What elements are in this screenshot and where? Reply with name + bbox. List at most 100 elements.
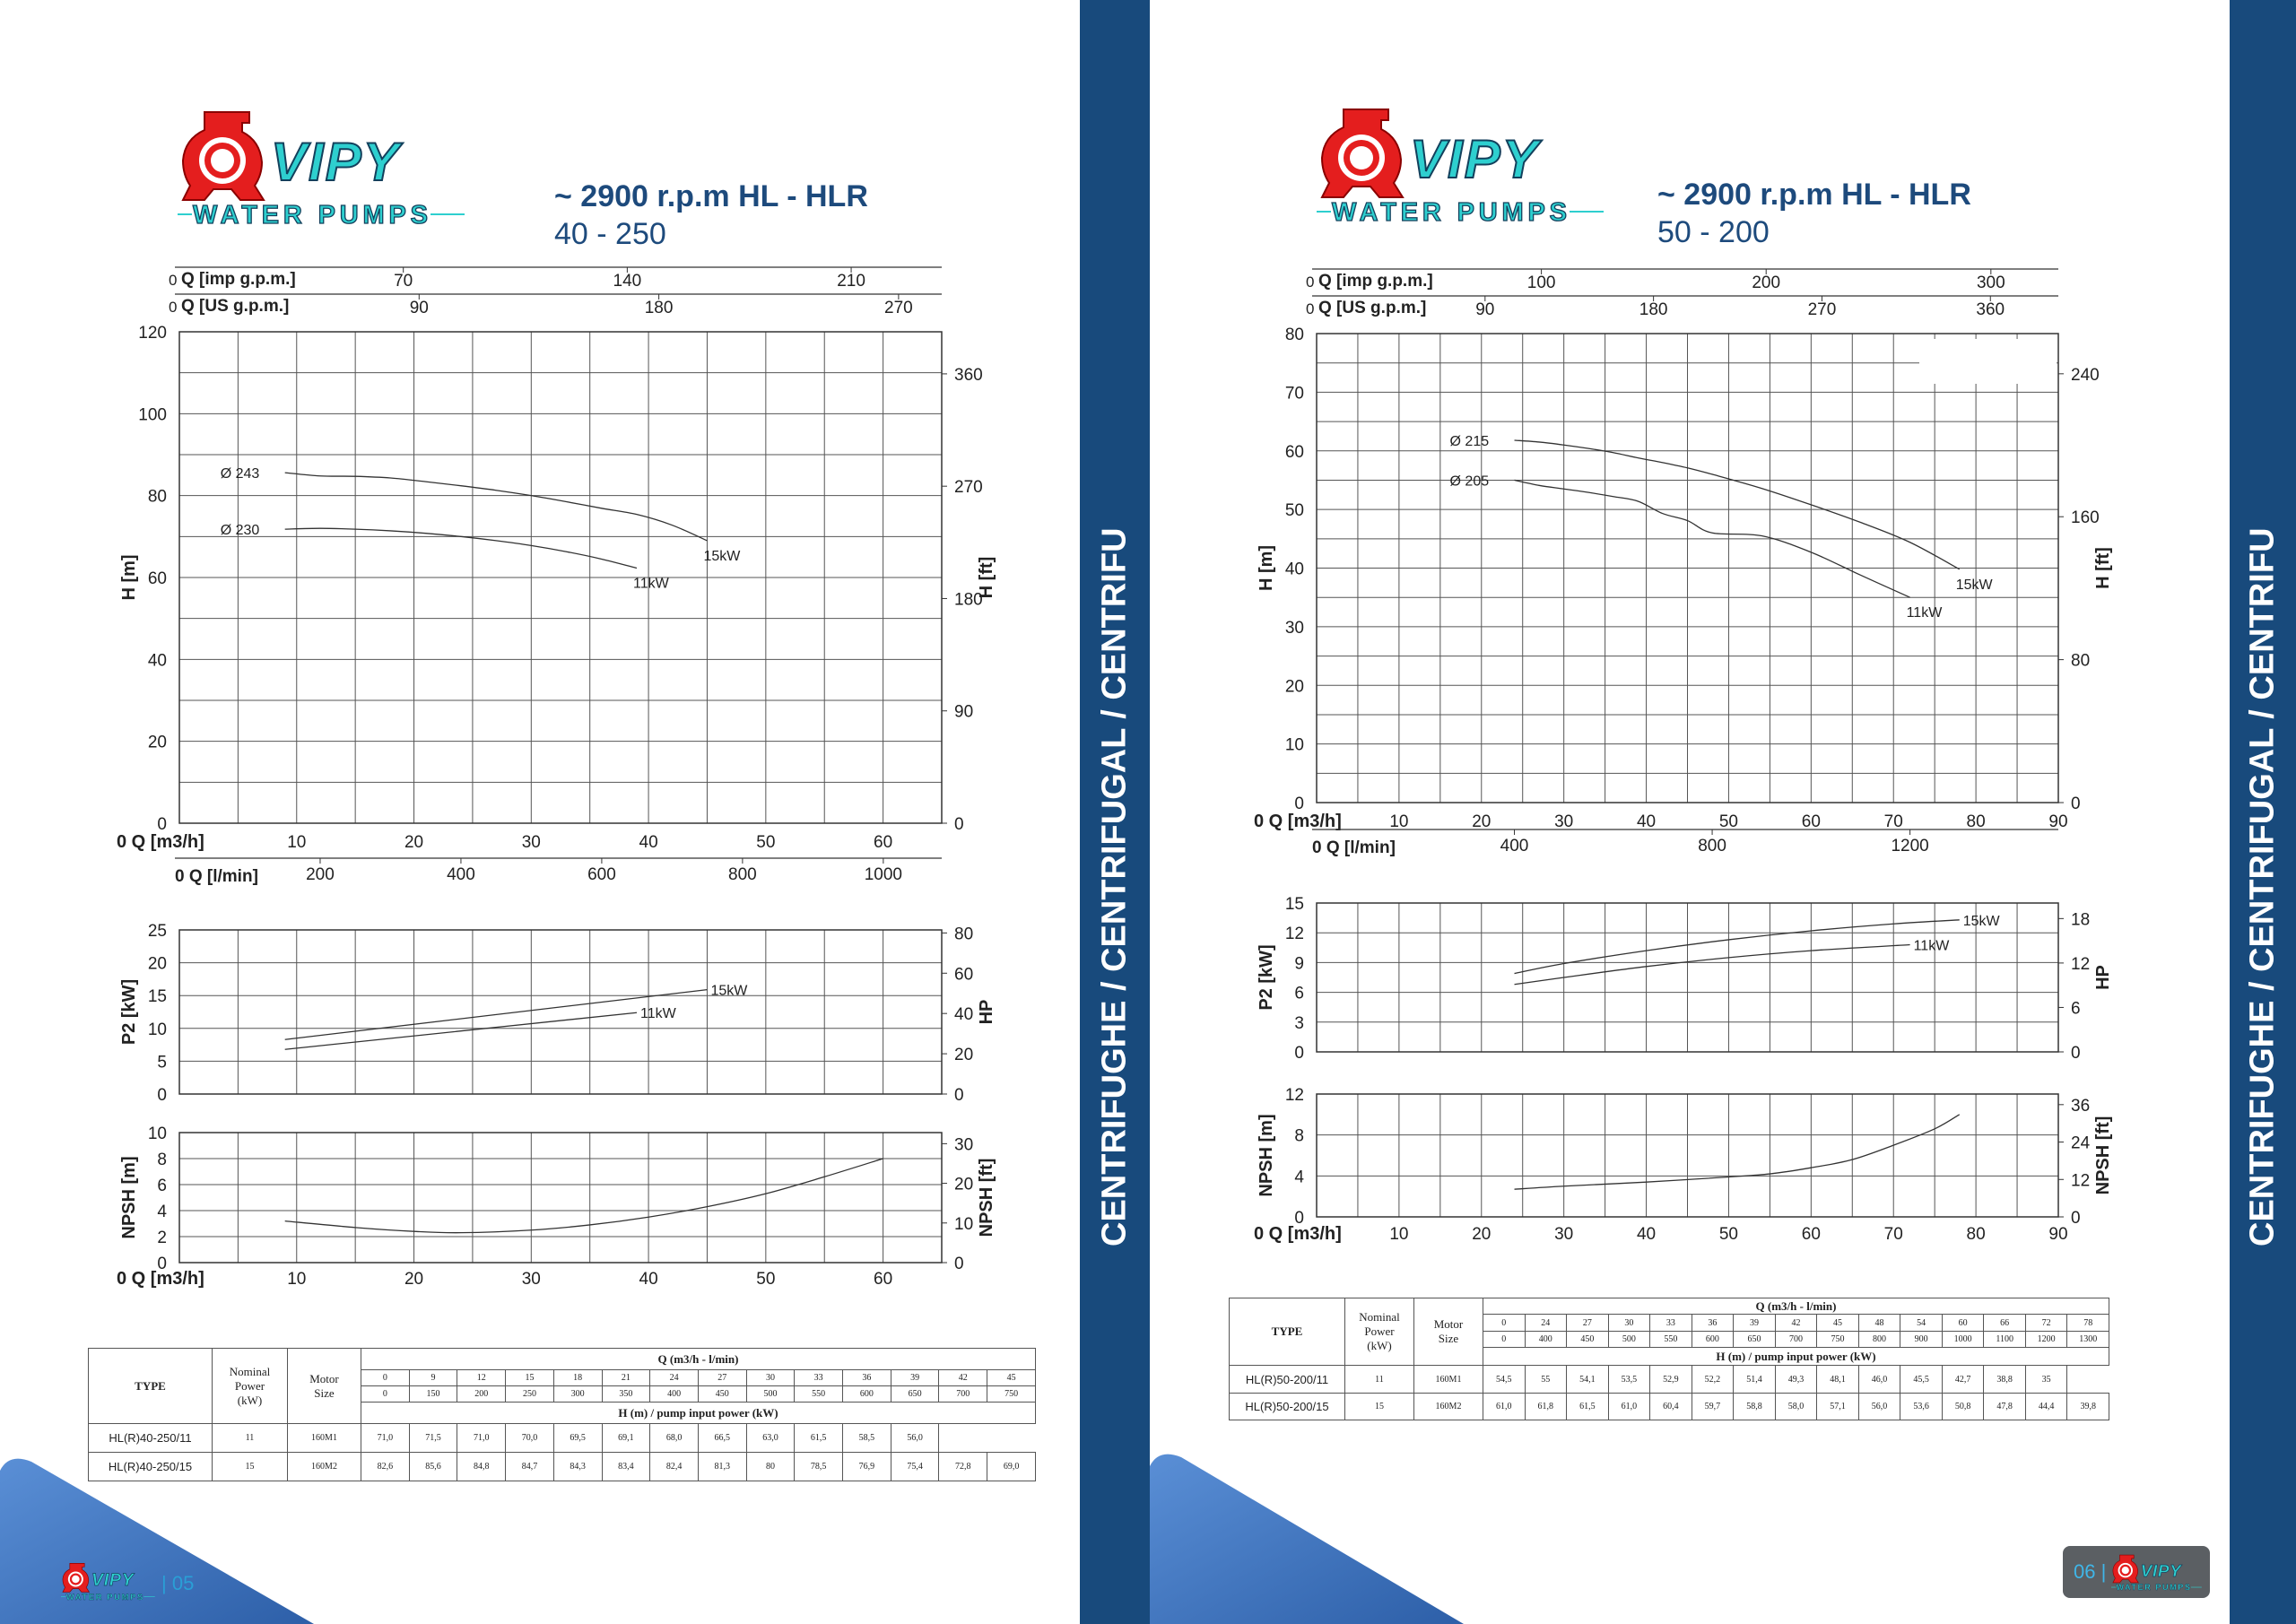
head-value-cell: 68,0 [649,1423,699,1453]
head-value-cell: 63,0 [745,1423,796,1453]
y-tick-label: 0 [157,1086,167,1105]
q-value-cell-text: 30 [765,1373,775,1383]
secondary-axis-origin: 0 [169,299,177,316]
power-cell-text: 11 [1375,1374,1384,1385]
plot-frame [1316,333,2059,803]
x-tick-label: 60 [874,833,892,852]
side-band-right: CENTRIFUGHE / CENTRIFUGAL / CENTRIFU [2230,0,2296,1624]
q-value-cell-text: 45 [1833,1317,1843,1328]
power-cell: 15 [1344,1393,1414,1420]
head-value-cell-text: 85,6 [425,1462,441,1472]
head-value-cell-text: 57,1 [1830,1402,1846,1411]
x-tick-label: 50 [756,1270,775,1289]
lmin-value-cell: 1200 [2024,1331,2068,1348]
secondary-axis-tick-label: 400 [1500,837,1529,855]
empty-cell [2067,1366,2109,1394]
x-tick-label: 40 [639,1270,658,1289]
type-cell-text: HL(R)50-200/15 [1245,1400,1329,1413]
q-value-cell: 78 [2066,1314,2109,1332]
x-tick-label: 20 [1472,812,1491,831]
secondary-axis-tick-label: 70 [394,272,413,291]
q-value-cell-text: 27 [1582,1317,1592,1328]
page-number: | 05 [161,1572,195,1594]
lmin-value-cell: 1000 [1941,1331,1985,1348]
lmin-value-cell-text: 400 [667,1389,682,1399]
x-tick-label: 10 [287,833,306,852]
lmin-value-cell-text: 900 [1914,1334,1928,1344]
head-value-cell: 82,6 [361,1452,410,1481]
secondary-axis-tick-label: 360 [1976,300,2005,319]
head-value-cell-text: 52,9 [1663,1374,1679,1385]
y2-tick-label: 160 [2071,508,2100,527]
lmin-value-cell-text: 350 [619,1389,633,1399]
head-value-cell-text: 46,0 [1871,1374,1888,1385]
lmin-value-cell-text: 650 [908,1389,922,1399]
lmin-value-cell: 700 [1774,1331,1818,1348]
q-value-cell-text: 39 [1749,1317,1759,1328]
y2-tick-label: 90 [954,703,973,722]
lmin-value-cell-text: 750 [1004,1389,1019,1399]
head-value-cell-text: 76,9 [858,1462,875,1472]
power-header: Nominal Power (kW) [212,1348,288,1424]
x-tick-label: 50 [1719,812,1738,831]
head-value-cell: 76,9 [842,1452,891,1481]
y-tick-label: 0 [157,815,167,834]
q-value-cell: 33 [794,1369,844,1386]
head-value-cell-text: 69,5 [570,1433,586,1443]
y-tick-label: 40 [148,651,167,670]
table-row: HL(R)40-250/11 11 160M1 71,0 71,5 71,0 70,0 69,… [88,1423,1036,1453]
title-model: 40 - 250 [554,217,666,251]
y2-tick-label: 20 [954,1176,973,1194]
y-tick-label: 100 [138,405,167,424]
q-value-cell-text: 36 [862,1373,872,1383]
q-value-cell: 27 [697,1369,747,1386]
curve-line [284,988,708,1040]
motor-header-text: Motor Size [309,1371,339,1400]
head-value-cell-text: 56,0 [907,1433,923,1443]
motor-cell-text: 160M2 [311,1462,337,1472]
y-tick-label: 10 [1285,736,1304,755]
x-tick-label: 50 [1719,1225,1738,1244]
h-header: H (m) / pump input power (kW) [361,1402,1036,1424]
head-value-cell: 66,5 [697,1423,747,1453]
head-value-cell-text: 61,8 [1537,1402,1554,1411]
lmin-value-cell: 250 [505,1385,554,1403]
h-header: H (m) / pump input power (kW) [1483,1347,2109,1366]
secondary-axis-origin: 0 [1306,274,1314,291]
head-value-cell-text: 52,2 [1704,1374,1721,1385]
q-value-cell-text: 18 [573,1373,583,1383]
y2-tick-label: 240 [2071,366,2100,385]
q-value-cell: 45 [1816,1314,1859,1332]
lmin-value-cell: 400 [1524,1331,1568,1348]
head-value-cell-text: 75,4 [907,1462,923,1472]
head-value-cell-text: 53,5 [1621,1374,1638,1385]
footer-page-badge: 06 | VIPY WATER PUMPS [2063,1546,2210,1598]
y-tick-label: 30 [1285,619,1304,638]
head-value-cell: 69,5 [552,1423,603,1453]
q-value-cell: 42 [1774,1314,1818,1332]
motor-header: Motor Size [287,1348,361,1424]
head-value-cell-text: 71,0 [377,1433,394,1443]
lmin-value-cell: 400 [649,1385,699,1403]
q-value-cell: 21 [601,1369,651,1386]
empty-cell [939,1424,987,1453]
motor-cell: 160M1 [1413,1365,1483,1394]
y-tick-label: 4 [1294,1168,1304,1186]
pump-logo-icon [181,111,265,201]
lmin-value-cell-text: 550 [1664,1334,1678,1344]
curve-power-label: 15kW [703,549,741,564]
table-row: HL(R)50-200/15 15 160M2 61,0 61,8 61,5 61,0 60,… [1229,1393,2109,1420]
q-value-cell: 15 [505,1369,554,1386]
curve-line [1514,943,1910,986]
head-value-cell-text: 71,0 [474,1433,490,1443]
power-header-text: Nominal Power (kW) [229,1364,271,1407]
secondary-axis-title: Q [imp g.p.m.] [181,270,296,289]
y-tick-label: 15 [148,987,167,1006]
y-tick-label: 0 [1294,795,1304,813]
x-tick-label: 10 [1389,1225,1408,1244]
secondary-axis-tick-label: 180 [1639,300,1668,319]
y-tick-label: 20 [1285,677,1304,696]
q-value-cell-text: 39 [910,1373,920,1383]
lmin-value-cell: 650 [1733,1331,1776,1348]
